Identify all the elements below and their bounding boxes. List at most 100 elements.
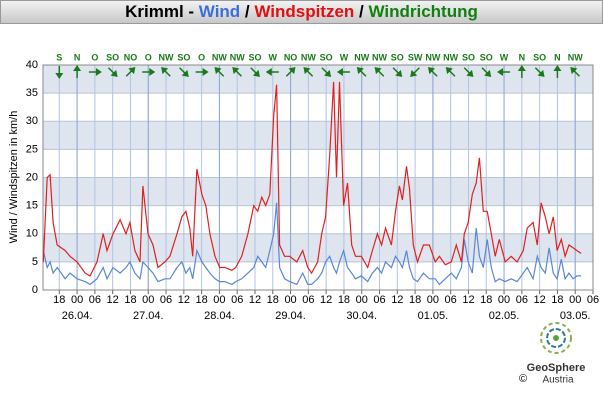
direction-label: S [56,52,62,62]
direction-label: SO [391,52,404,62]
direction-label: SO [480,52,493,62]
direction-arrow [55,66,64,79]
title-part: Krimml - [125,2,199,21]
date-label: 27.04. [133,310,164,322]
direction-arrow [125,67,136,77]
x-tick-label: 18 [267,294,279,306]
direction-arrow [107,67,118,77]
y-tick-label: 25 [26,143,38,155]
direction-arrow [497,68,511,76]
direction-label: N [554,52,561,62]
x-tick-label: 00 [284,294,296,306]
x-tick-label: 06 [516,294,528,306]
arrow-head [466,69,474,77]
date-label: 29.04. [275,310,306,322]
arrow-head [336,68,343,76]
x-tick-label: 18 [480,294,492,306]
x-tick-label: 18 [124,294,136,306]
direction-arrow [73,65,82,78]
y-tick-label: 40 [26,59,38,71]
direction-arrow [88,68,102,76]
arrow-head [484,69,492,77]
direction-label: W [340,52,349,62]
arrow-head [95,68,102,76]
grid-band [43,177,593,206]
x-tick-label: 12 [178,294,190,306]
direction-arrow [285,67,296,77]
direction-label: O [198,52,205,62]
direction-arrow [534,67,545,77]
direction-label: NW [354,52,369,62]
x-tick-label: 12 [462,294,474,306]
direction-label: NW [159,52,174,62]
arrow-head [55,73,64,79]
direction-label: NO [284,52,298,62]
direction-label: NW [212,52,227,62]
arrow-head [395,69,403,77]
direction-arrow [445,67,456,77]
series-line [42,81,582,277]
x-tick-label: 00 [213,294,225,306]
direction-arrow [321,67,332,77]
direction-arrow [570,67,580,77]
x-tick-label: 00 [427,294,439,306]
direction-arrow [553,65,562,78]
x-tick-label: 00 [142,294,154,306]
logo-sub: Austria [542,375,574,386]
direction-arrow [427,67,438,77]
x-tick-label: 18 [409,294,421,306]
x-tick-label: 18 [338,294,350,306]
x-tick-label: 06 [587,294,599,306]
x-tick-label: 00 [569,294,581,306]
y-axis-label: Wind / Windspitzen in km/h [8,111,20,244]
x-tick-label: 06 [373,294,385,306]
arrow-head [265,68,272,76]
title-part: / [354,2,369,21]
arrow-head [303,67,311,75]
direction-label: W [500,52,509,62]
direction-arrow [374,67,385,77]
x-tick-label: 18 [196,294,208,306]
logo-name: GeoSphere [527,362,586,374]
date-label: 01.05. [418,310,449,322]
arrow-head [445,67,453,75]
title-part: Windspitzen [254,2,355,21]
direction-label: NW [230,52,245,62]
direction-arrow [463,67,474,77]
direction-label: SW [408,52,423,62]
direction-arrow [265,68,279,76]
direction-label: N [519,52,526,62]
y-tick-label: 20 [26,171,38,183]
direction-label: NW [425,52,440,62]
x-tick-label: 12 [107,294,119,306]
direction-label: NW [443,52,458,62]
date-label: 26.04. [62,310,93,322]
x-tick-label: 06 [445,294,457,306]
date-label: 28.04. [204,310,235,322]
y-tick-label: 0 [32,284,38,296]
direction-label: O [91,52,98,62]
x-tick-label: 12 [249,294,261,306]
direction-label: O [145,52,152,62]
arrow-head [149,68,156,76]
date-label: 03.05. [560,310,591,322]
x-tick-label: 06 [89,294,101,306]
direction-arrow [303,67,314,77]
y-tick-label: 10 [26,228,38,240]
title-part: / [240,2,255,21]
arrow-head [181,69,189,77]
y-tick-label: 15 [26,200,38,212]
date-label: 02.05. [489,310,520,322]
x-tick-label: 12 [391,294,403,306]
direction-arrow [214,67,225,77]
direction-arrow [161,67,171,77]
arrow-head [232,67,240,75]
direction-arrow [179,67,189,77]
x-tick-label: 00 [498,294,510,306]
direction-label: N [74,52,81,62]
direction-label: SO [106,52,119,62]
series-line [42,202,582,286]
date-label: 30.04. [346,310,377,322]
arrow-head [161,67,169,75]
